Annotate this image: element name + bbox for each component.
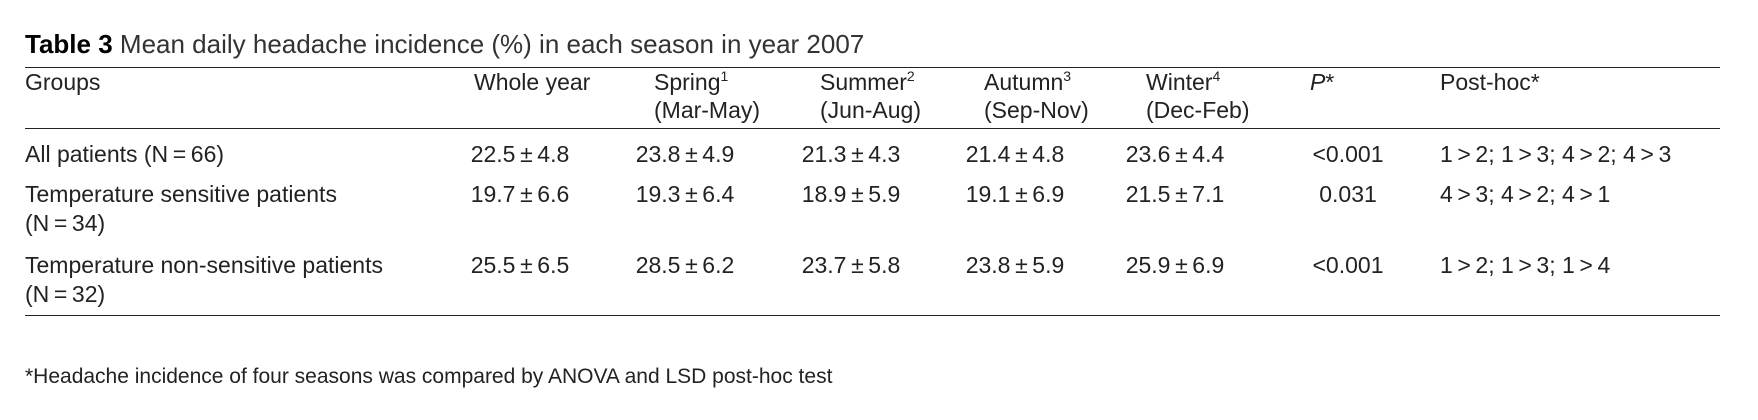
cell-spring: 28.5 ± 6.2 (635, 252, 735, 278)
cell-summer: 23.7 ± 5.8 (801, 252, 901, 278)
cell-posthoc: 1 > 2; 1 > 3; 1 > 4 (1440, 252, 1611, 278)
cell-posthoc: 1 > 2; 1 > 3; 4 > 2; 4 > 3 (1440, 141, 1672, 167)
cell-autumn: 19.1 ± 6.9 (965, 181, 1065, 207)
header-summer: Summer2 (820, 68, 915, 96)
header-p: P* (1310, 68, 1334, 96)
header-winter-sup: 4 (1212, 68, 1221, 84)
cell-summer: 21.3 ± 4.3 (801, 141, 901, 167)
row-group-n: (N = 34) (25, 210, 106, 236)
header-p-letter: P (1310, 69, 1326, 95)
cell-whole-year: 22.5 ± 4.8 (470, 141, 570, 167)
header-spring-sup: 1 (720, 68, 729, 84)
cell-autumn: 23.8 ± 5.9 (965, 252, 1065, 278)
cell-winter: 23.6 ± 4.4 (1125, 141, 1225, 167)
cell-summer: 18.9 ± 5.9 (801, 181, 901, 207)
table-footnote: *Headache incidence of four seasons was … (25, 365, 833, 388)
header-rule (25, 128, 1720, 129)
top-rule (25, 67, 1720, 68)
table-label: Table 3 (25, 29, 113, 59)
table-title: Mean daily headache incidence (%) in eac… (119, 29, 865, 59)
header-winter-months: (Dec-Feb) (1146, 97, 1250, 123)
row-group: All patients (N = 66) (25, 141, 225, 167)
header-spring-months: (Mar-May) (654, 97, 761, 123)
header-summer-sup: 2 (906, 68, 915, 84)
header-spring: Spring1 (654, 68, 728, 96)
header-autumn-sup: 3 (1063, 68, 1072, 84)
header-autumn: Autumn3 (984, 68, 1071, 96)
cell-autumn: 21.4 ± 4.8 (965, 141, 1065, 167)
bottom-rule (25, 315, 1720, 316)
cell-spring: 19.3 ± 6.4 (635, 181, 735, 207)
cell-whole-year: 25.5 ± 6.5 (470, 252, 570, 278)
header-winter: Winter4 (1146, 68, 1220, 96)
header-groups: Groups (25, 69, 101, 95)
cell-p-value: <0.001 (1312, 141, 1384, 167)
cell-winter: 21.5 ± 7.1 (1125, 181, 1225, 207)
header-winter-name: Winter (1146, 69, 1213, 95)
cell-whole-year: 19.7 ± 6.6 (470, 181, 570, 207)
header-p-star: * (1325, 69, 1335, 95)
header-whole-year: Whole year (474, 69, 591, 95)
row-group-n: (N = 32) (25, 281, 106, 307)
header-summer-name: Summer (820, 69, 907, 95)
header-autumn-name: Autumn (984, 69, 1064, 95)
cell-p-value: 0.031 (1319, 181, 1377, 207)
row-group: Temperature sensitive patients (25, 181, 337, 207)
header-spring-name: Spring (654, 69, 721, 95)
header-posthoc: Post-hoc* (1440, 69, 1540, 95)
table-caption: Table 3 Mean daily headache incidence (%… (25, 28, 864, 60)
row-group: Temperature non-sensitive patients (25, 252, 383, 278)
cell-p-value: <0.001 (1312, 252, 1384, 278)
cell-spring: 23.8 ± 4.9 (635, 141, 735, 167)
cell-winter: 25.9 ± 6.9 (1125, 252, 1225, 278)
cell-posthoc: 4 > 3; 4 > 2; 4 > 1 (1440, 181, 1611, 207)
header-summer-months: (Jun-Aug) (820, 97, 921, 123)
header-autumn-months: (Sep-Nov) (984, 97, 1089, 123)
